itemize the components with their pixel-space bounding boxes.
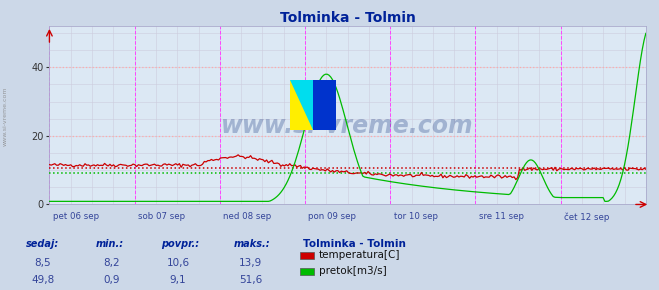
Text: maks.:: maks.:: [234, 239, 271, 249]
Text: 49,8: 49,8: [31, 275, 55, 285]
Text: 13,9: 13,9: [239, 258, 262, 267]
Text: sre 11 sep: sre 11 sep: [478, 212, 524, 221]
Text: čet 12 sep: čet 12 sep: [564, 212, 610, 222]
Text: Tolminka - Tolmin: Tolminka - Tolmin: [303, 239, 406, 249]
Text: tor 10 sep: tor 10 sep: [393, 212, 438, 221]
Text: pretok[m3/s]: pretok[m3/s]: [319, 266, 387, 276]
Text: pet 06 sep: pet 06 sep: [53, 212, 99, 221]
Bar: [291, 80, 313, 130]
Text: 8,5: 8,5: [34, 258, 51, 267]
Text: www.si-vreme.com: www.si-vreme.com: [3, 86, 8, 146]
Text: sedaj:: sedaj:: [26, 239, 59, 249]
Text: 8,2: 8,2: [103, 258, 121, 267]
Polygon shape: [291, 80, 313, 130]
Text: 10,6: 10,6: [166, 258, 190, 267]
Text: povpr.:: povpr.:: [161, 239, 200, 249]
Text: temperatura[C]: temperatura[C]: [319, 250, 401, 260]
Text: 9,1: 9,1: [169, 275, 186, 285]
Text: pon 09 sep: pon 09 sep: [308, 212, 357, 221]
Title: Tolminka - Tolmin: Tolminka - Tolmin: [279, 11, 416, 25]
Text: www.si-vreme.com: www.si-vreme.com: [221, 114, 474, 138]
Text: 0,9: 0,9: [103, 275, 121, 285]
Text: ned 08 sep: ned 08 sep: [223, 212, 272, 221]
Bar: [313, 80, 335, 130]
Text: sob 07 sep: sob 07 sep: [138, 212, 185, 221]
Text: min.:: min.:: [96, 239, 124, 249]
Text: 51,6: 51,6: [239, 275, 262, 285]
